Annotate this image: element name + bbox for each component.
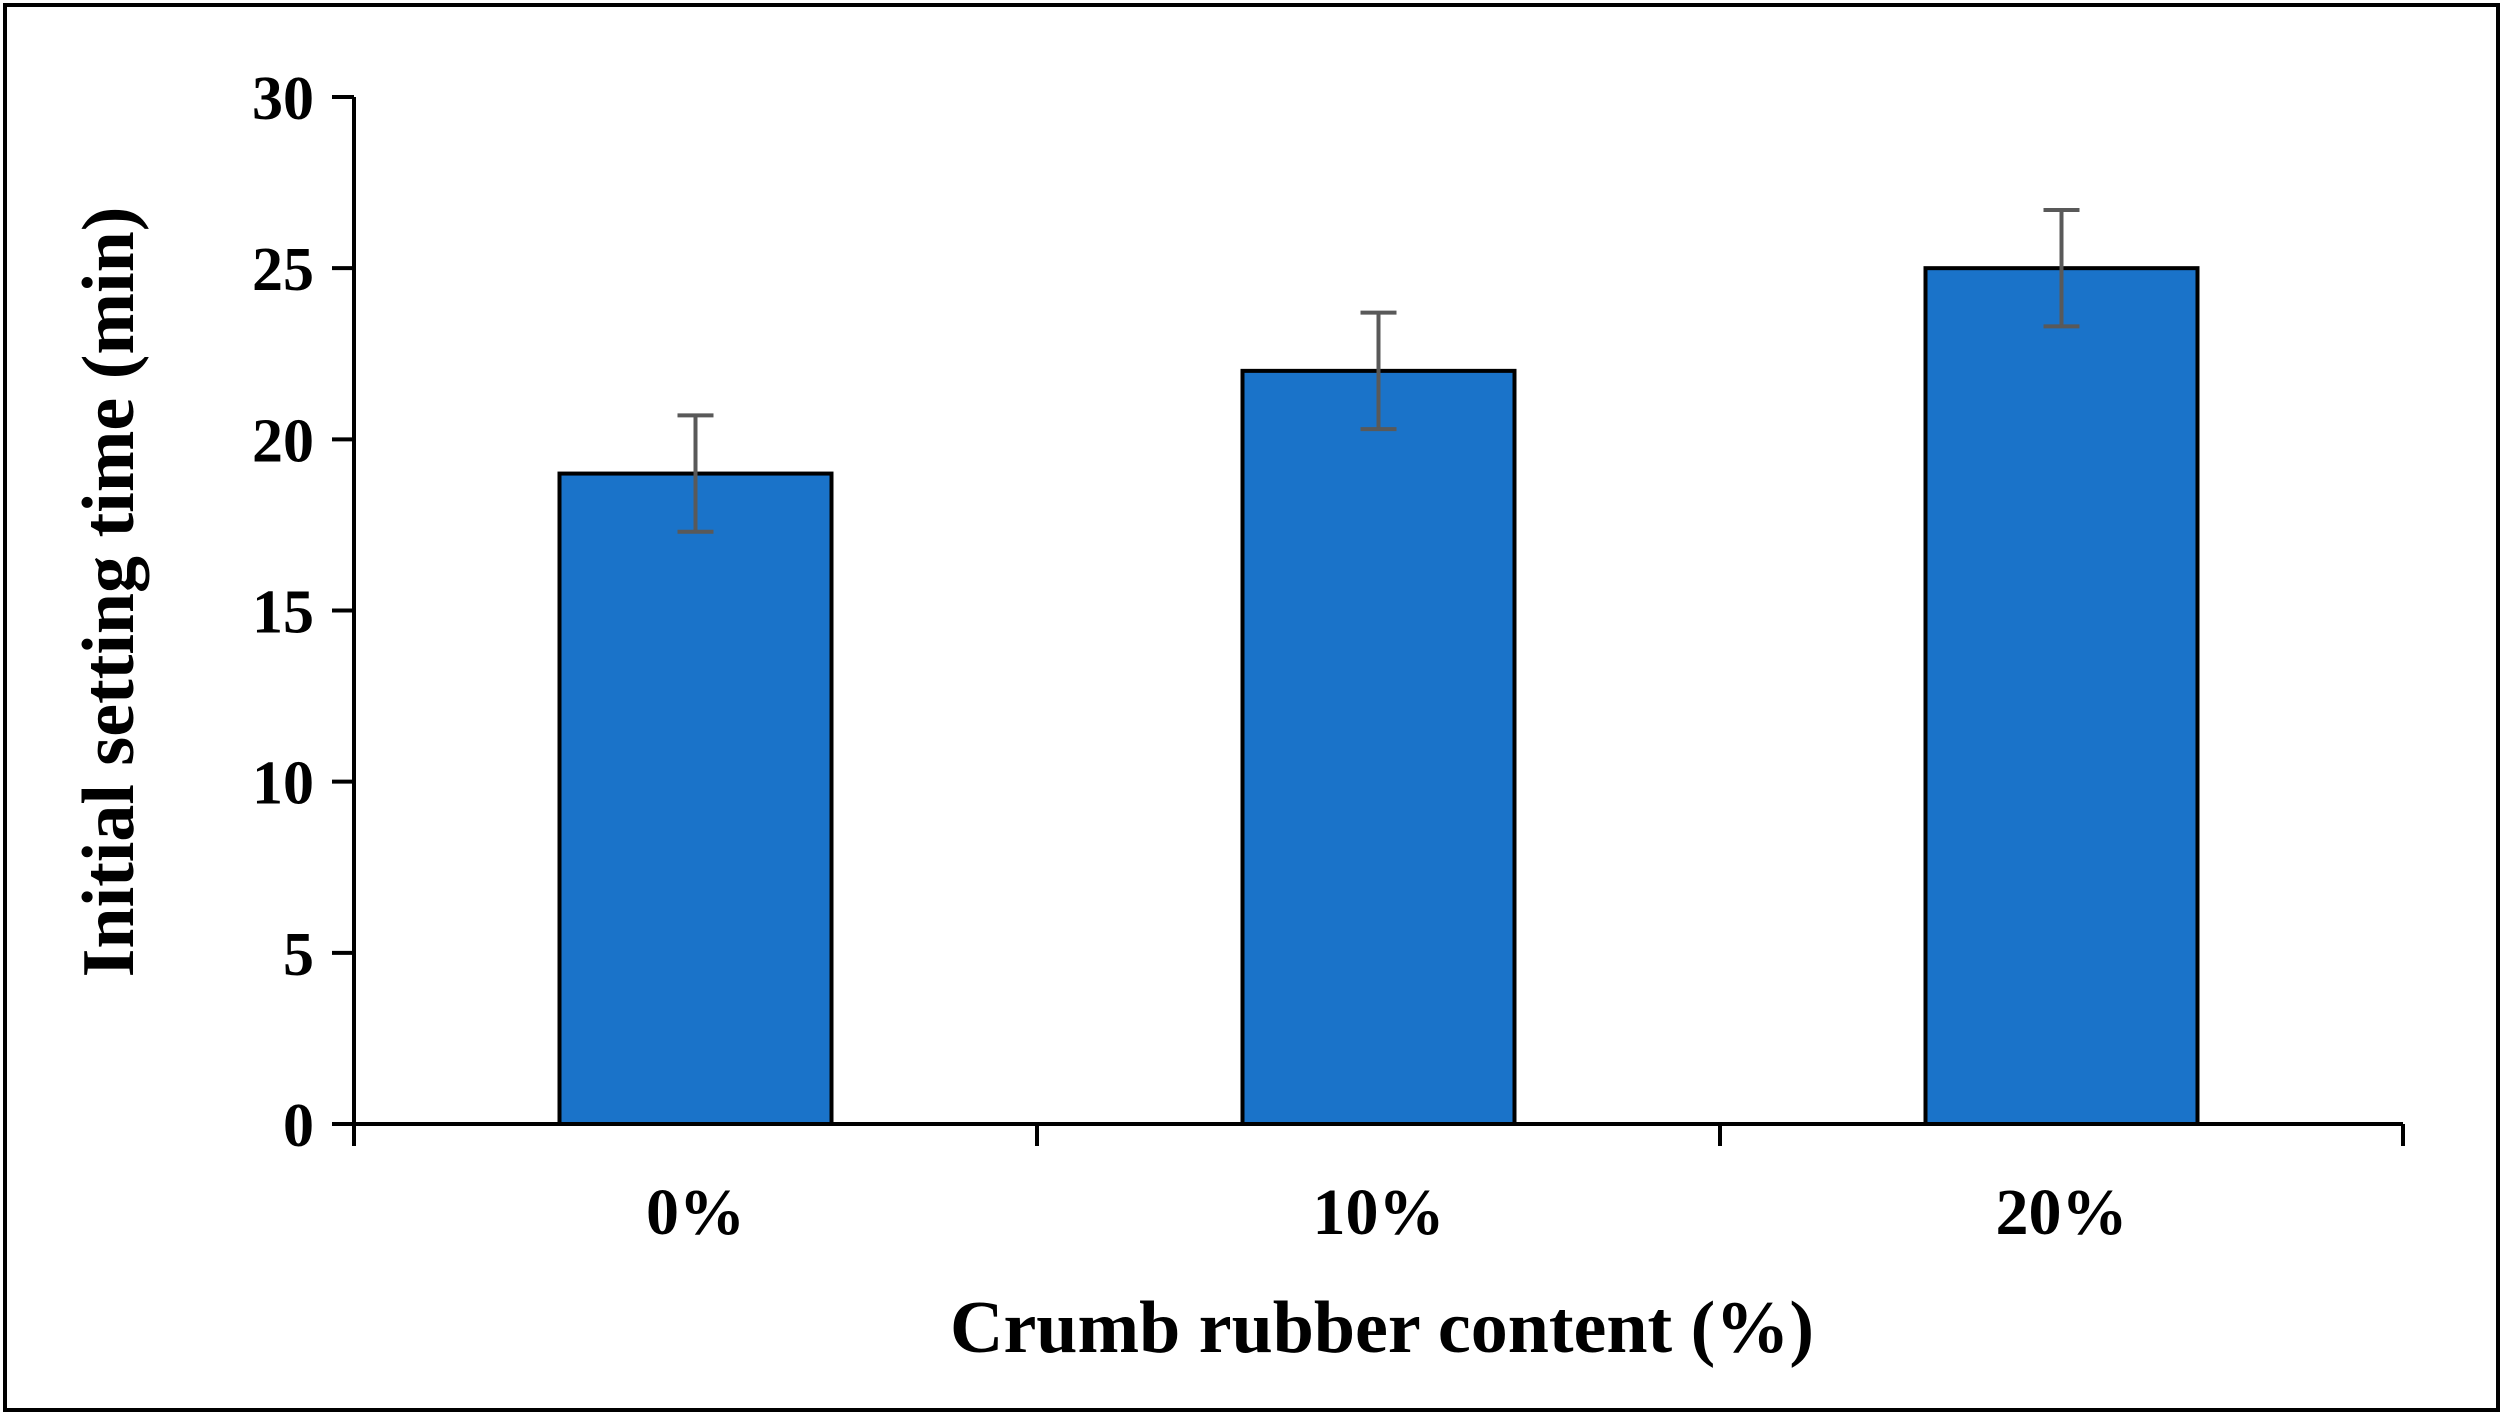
x-tick-label-2: 20% bbox=[1996, 1176, 2128, 1249]
bar-0 bbox=[557, 471, 834, 1127]
x-tick-label-0: 0% bbox=[646, 1176, 745, 1249]
bar-1 bbox=[1240, 368, 1517, 1127]
y-tick-label-1: 5 bbox=[283, 921, 314, 989]
x-axis-title: Crumb rubber content (%) bbox=[950, 1287, 1814, 1369]
y-tick-label-4: 20 bbox=[252, 407, 314, 475]
x-tick-label-1: 10% bbox=[1313, 1176, 1445, 1249]
y-tick-label-2: 10 bbox=[252, 750, 314, 818]
tick-labels-group: 0 5 10 15 20 25 30 0% 10% 20% bbox=[252, 65, 2128, 1249]
y-tick-label-5: 25 bbox=[252, 236, 314, 304]
y-tick-label-3: 15 bbox=[252, 579, 314, 647]
y-tick-label-6: 30 bbox=[252, 65, 314, 133]
y-axis-title: Initial setting time (min) bbox=[68, 207, 150, 978]
axes-group bbox=[332, 95, 2405, 1146]
error-bars-group bbox=[677, 207, 2080, 534]
bar-2 bbox=[1923, 266, 2200, 1126]
y-tick-label-0: 0 bbox=[283, 1092, 314, 1160]
